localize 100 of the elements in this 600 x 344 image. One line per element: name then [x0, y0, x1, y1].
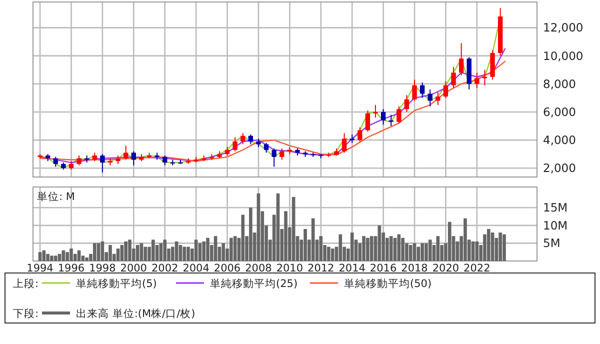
candlestick [232, 136, 238, 152]
y-tick-label: 10,000 [543, 48, 584, 63]
bar [241, 214, 245, 261]
y-tick-label: 2,000 [543, 161, 576, 176]
bar [249, 208, 252, 261]
x-tick-label: 2006 [214, 262, 241, 274]
bar [163, 240, 167, 261]
candlestick [451, 66, 456, 89]
bar [194, 240, 198, 261]
candlestick [131, 150, 136, 166]
candlestick [162, 155, 168, 166]
bar [144, 246, 148, 261]
bar [151, 240, 155, 261]
bar [108, 244, 112, 261]
y-tick-label: 5M [543, 236, 560, 250]
candlestick [365, 110, 370, 132]
y-tick-label: 15M [543, 200, 568, 215]
bar [66, 252, 69, 261]
bar [233, 236, 237, 261]
bar [327, 246, 330, 261]
bar [92, 243, 96, 261]
candlestick [443, 80, 448, 98]
x-tick-label: 2002 [151, 262, 178, 274]
candlestick [482, 69, 488, 86]
bar [412, 243, 416, 261]
legend-label: 単純移動平均(5) [76, 278, 157, 290]
x-tick-label: 2004 [182, 262, 210, 274]
legend-label: 単純移動平均(25) [210, 278, 298, 290]
bar [70, 248, 73, 261]
bar [46, 254, 50, 261]
bar [206, 238, 210, 261]
candlestick [490, 50, 495, 80]
bar [330, 248, 334, 261]
annotation: 単位: M [37, 191, 75, 203]
candlestick [420, 82, 425, 98]
bar [319, 236, 323, 261]
candlestick [373, 104, 378, 118]
bar [292, 196, 296, 261]
candlestick [396, 106, 402, 124]
bar [198, 243, 202, 261]
candlestick [100, 154, 105, 173]
bar [140, 243, 144, 261]
candlestick [272, 148, 276, 168]
text: 下段: [13, 308, 39, 320]
x-tick-label: 1996 [58, 262, 85, 274]
legend-label: 出来高 単位:(M株/口/枚) [76, 307, 196, 320]
candlestick [342, 132, 347, 154]
bar [159, 243, 163, 261]
y-tick-label: 8,000 [543, 76, 576, 91]
candlestick [76, 155, 82, 166]
bar [276, 193, 280, 261]
candlestick [124, 145, 128, 160]
bar [124, 241, 128, 261]
bar [420, 243, 424, 261]
bar [284, 211, 288, 261]
bar [50, 256, 54, 261]
bar [174, 241, 178, 261]
bar [498, 232, 502, 261]
x-tick-label: 2014 [338, 262, 366, 274]
bar [128, 240, 132, 261]
bar [182, 246, 186, 261]
legend-label: 単純移動平均(50) [344, 278, 432, 290]
bar [222, 243, 226, 261]
bar [202, 241, 206, 261]
bar [393, 238, 397, 261]
bar [214, 236, 218, 261]
candlestick [436, 92, 440, 106]
bar [178, 244, 182, 261]
bar [311, 218, 315, 261]
bar [350, 232, 354, 261]
bar [304, 228, 307, 261]
bar [366, 238, 370, 261]
bar [256, 193, 260, 261]
bar [448, 222, 452, 261]
candlestick [280, 148, 284, 160]
y-tick-label: 4,000 [543, 133, 576, 148]
y-tick-label: 6,000 [543, 104, 576, 119]
candlestick [474, 72, 480, 89]
candlestick [358, 126, 362, 142]
y-tick-label: 10M [543, 218, 568, 232]
x-tick-label: 2008 [245, 262, 272, 274]
bar [464, 218, 467, 261]
candlestick [264, 142, 269, 154]
bar [436, 236, 440, 261]
bar [397, 234, 401, 261]
bar [408, 244, 412, 261]
x-tick-label: 2020 [432, 262, 460, 274]
bar [186, 246, 190, 261]
bar [85, 257, 88, 261]
bar [338, 234, 342, 261]
x-tick-label: 2010 [276, 262, 304, 274]
candlestick [170, 159, 175, 166]
bar [136, 244, 140, 261]
bar [96, 243, 100, 261]
bar [362, 236, 366, 261]
bar [475, 241, 479, 261]
x-tick-label: 2022 [464, 262, 490, 274]
candlestick [248, 134, 254, 145]
bar [120, 244, 124, 261]
text: 上段: [13, 277, 39, 290]
